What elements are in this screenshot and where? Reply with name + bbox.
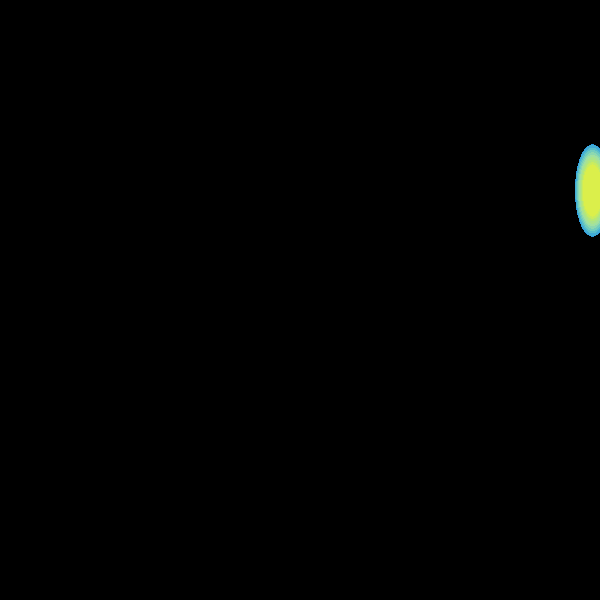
radar-image-view[interactable]: Weather radar reflectivity image: a dens… bbox=[0, 0, 600, 600]
radar-reflectivity-canvas[interactable] bbox=[0, 0, 600, 600]
